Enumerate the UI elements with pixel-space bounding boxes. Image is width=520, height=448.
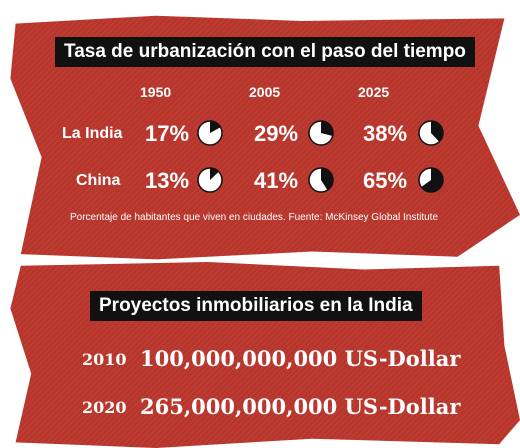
investment-amount-2020: 265,000,000,000 US-Dollar (140, 394, 461, 419)
investment-year-2020: 2020 (82, 398, 127, 417)
pie-wedge (321, 168, 333, 191)
year-2025: 2025 (358, 84, 390, 100)
pie-icon (308, 167, 334, 193)
india-2005-value: 29% (254, 121, 299, 146)
china-2005-value: 41% (254, 168, 299, 193)
year-2005: 2005 (249, 84, 281, 100)
investment-title: Proyectos inmobiliarios en la India (90, 291, 422, 321)
china-1950-value: 13% (145, 168, 190, 193)
pie-wedge (421, 168, 444, 192)
pie-icon (308, 120, 334, 146)
pie-wedge (210, 168, 219, 180)
pie-icon (418, 167, 444, 193)
pie-wedge (431, 121, 443, 142)
pie-icon (418, 120, 444, 146)
investment-amount-2010: 100,000,000,000 US-Dollar (140, 346, 461, 371)
india-2025-value: 38% (363, 121, 408, 146)
country-china: China (76, 172, 121, 189)
india-1950-value: 17% (145, 121, 190, 146)
pie-wedge (321, 121, 333, 136)
pie-icon (197, 120, 223, 146)
pie-icon (197, 167, 223, 193)
country-india: La India (62, 125, 123, 142)
source-note: Porcentaje de habitantes que viven en ci… (70, 212, 439, 223)
pie-wedge (210, 121, 221, 133)
china-2025-value: 65% (363, 168, 408, 193)
year-1950: 1950 (140, 84, 172, 100)
investment-year-2010: 2010 (82, 350, 127, 369)
urbanization-title: Tasa de urbanización con el paso del tie… (55, 37, 475, 67)
